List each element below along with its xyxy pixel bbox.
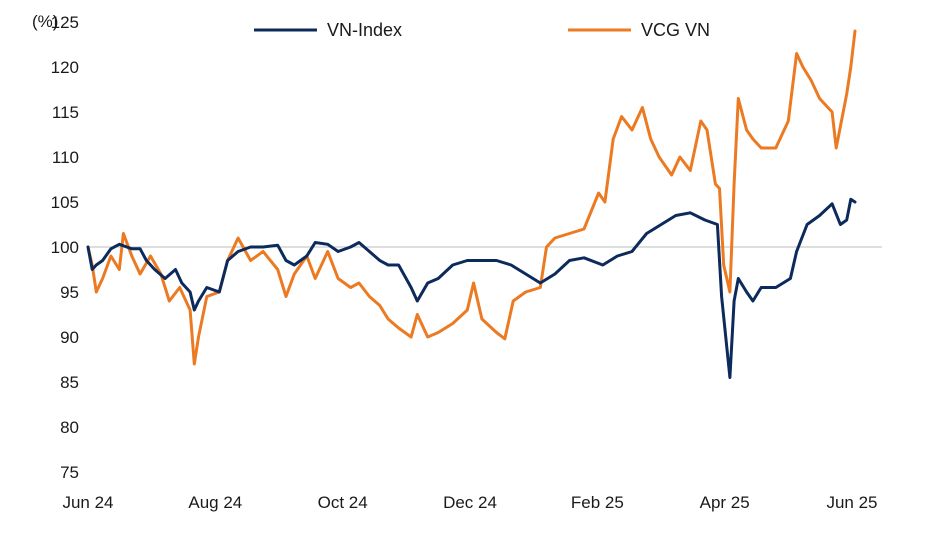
y-tick-label: 75: [60, 463, 79, 482]
y-axis-label: (%): [32, 12, 58, 31]
y-tick-label: 125: [51, 13, 79, 32]
x-tick-label: Oct 24: [318, 493, 368, 512]
y-axis: (%) 75 80 85 90 95 100 105 110 115 120 125: [32, 12, 79, 482]
legend: VN-Index VCG VN: [254, 20, 710, 40]
series-layer: [86, 29, 857, 379]
y-tick-label: 120: [51, 58, 79, 77]
y-tick-label: 110: [52, 148, 79, 167]
y-tick-label: 115: [52, 103, 79, 122]
x-tick-label: Apr 25: [700, 493, 750, 512]
x-tick-label: Jun 25: [826, 493, 877, 512]
y-tick-label: 85: [60, 373, 79, 392]
y-tick-label: 100: [51, 238, 79, 257]
series-line-vcg-vn: [86, 29, 857, 366]
legend-label: VCG VN: [641, 20, 710, 40]
x-tick-label: Dec 24: [443, 493, 497, 512]
legend-label: VN-Index: [327, 20, 402, 40]
y-tick-label: 90: [60, 328, 79, 347]
x-tick-label: Jun 24: [62, 493, 113, 512]
series-line-vn-index: [86, 197, 857, 379]
x-tick-label: Feb 25: [571, 493, 624, 512]
x-axis: Jun 24 Aug 24 Oct 24 Dec 24 Feb 25 Apr 25 Jun …: [62, 493, 877, 512]
x-tick-label: Aug 24: [188, 493, 242, 512]
y-tick-label: 95: [60, 283, 79, 302]
y-tick-label: 105: [51, 193, 79, 212]
y-tick-label: 80: [60, 418, 79, 437]
